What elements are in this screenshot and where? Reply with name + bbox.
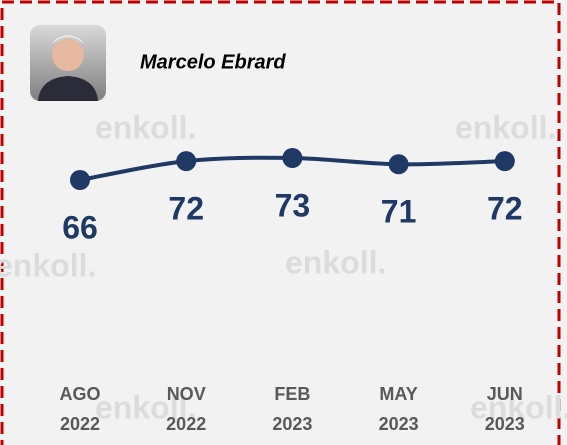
point bbox=[388, 154, 409, 175]
value-label: 72 bbox=[487, 191, 523, 227]
x-tick-label: 2022 bbox=[60, 414, 100, 434]
x-tick-label: 2022 bbox=[166, 414, 206, 434]
portrait-suit bbox=[38, 76, 98, 101]
x-tick-label: JUN bbox=[487, 384, 523, 404]
value-label: 66 bbox=[62, 209, 98, 245]
point bbox=[282, 148, 303, 168]
x-tick-label: NOV bbox=[167, 384, 206, 404]
x-tick-label: 2023 bbox=[379, 414, 419, 434]
point bbox=[70, 170, 90, 190]
watermark: enkoll. bbox=[455, 109, 556, 145]
value-label: 71 bbox=[381, 194, 417, 230]
portrait bbox=[30, 25, 106, 101]
x-tick-label: AGO bbox=[59, 384, 100, 404]
value-label: 72 bbox=[168, 191, 204, 227]
point bbox=[176, 151, 197, 172]
value-label: 73 bbox=[275, 187, 311, 223]
portrait-hair bbox=[52, 35, 84, 44]
watermark: enkoll. bbox=[285, 244, 386, 280]
chart-title: Marcelo Ebrard bbox=[140, 51, 286, 73]
x-tick-label: FEB bbox=[274, 384, 310, 404]
x-tick-label: MAY bbox=[379, 384, 417, 404]
portrait-face bbox=[52, 39, 84, 71]
watermark: enkoll. bbox=[470, 389, 567, 425]
x-tick-label: 2023 bbox=[485, 414, 525, 434]
watermarks: enkoll. enkoll. enkoll. enkoll. enkoll. enkol… bbox=[0, 109, 567, 425]
x-tick-label: 2023 bbox=[272, 414, 312, 434]
watermark: enkoll. bbox=[95, 109, 196, 145]
point bbox=[494, 151, 515, 172]
watermark: enkoll. bbox=[95, 389, 196, 425]
watermark: enkoll. bbox=[0, 247, 96, 283]
